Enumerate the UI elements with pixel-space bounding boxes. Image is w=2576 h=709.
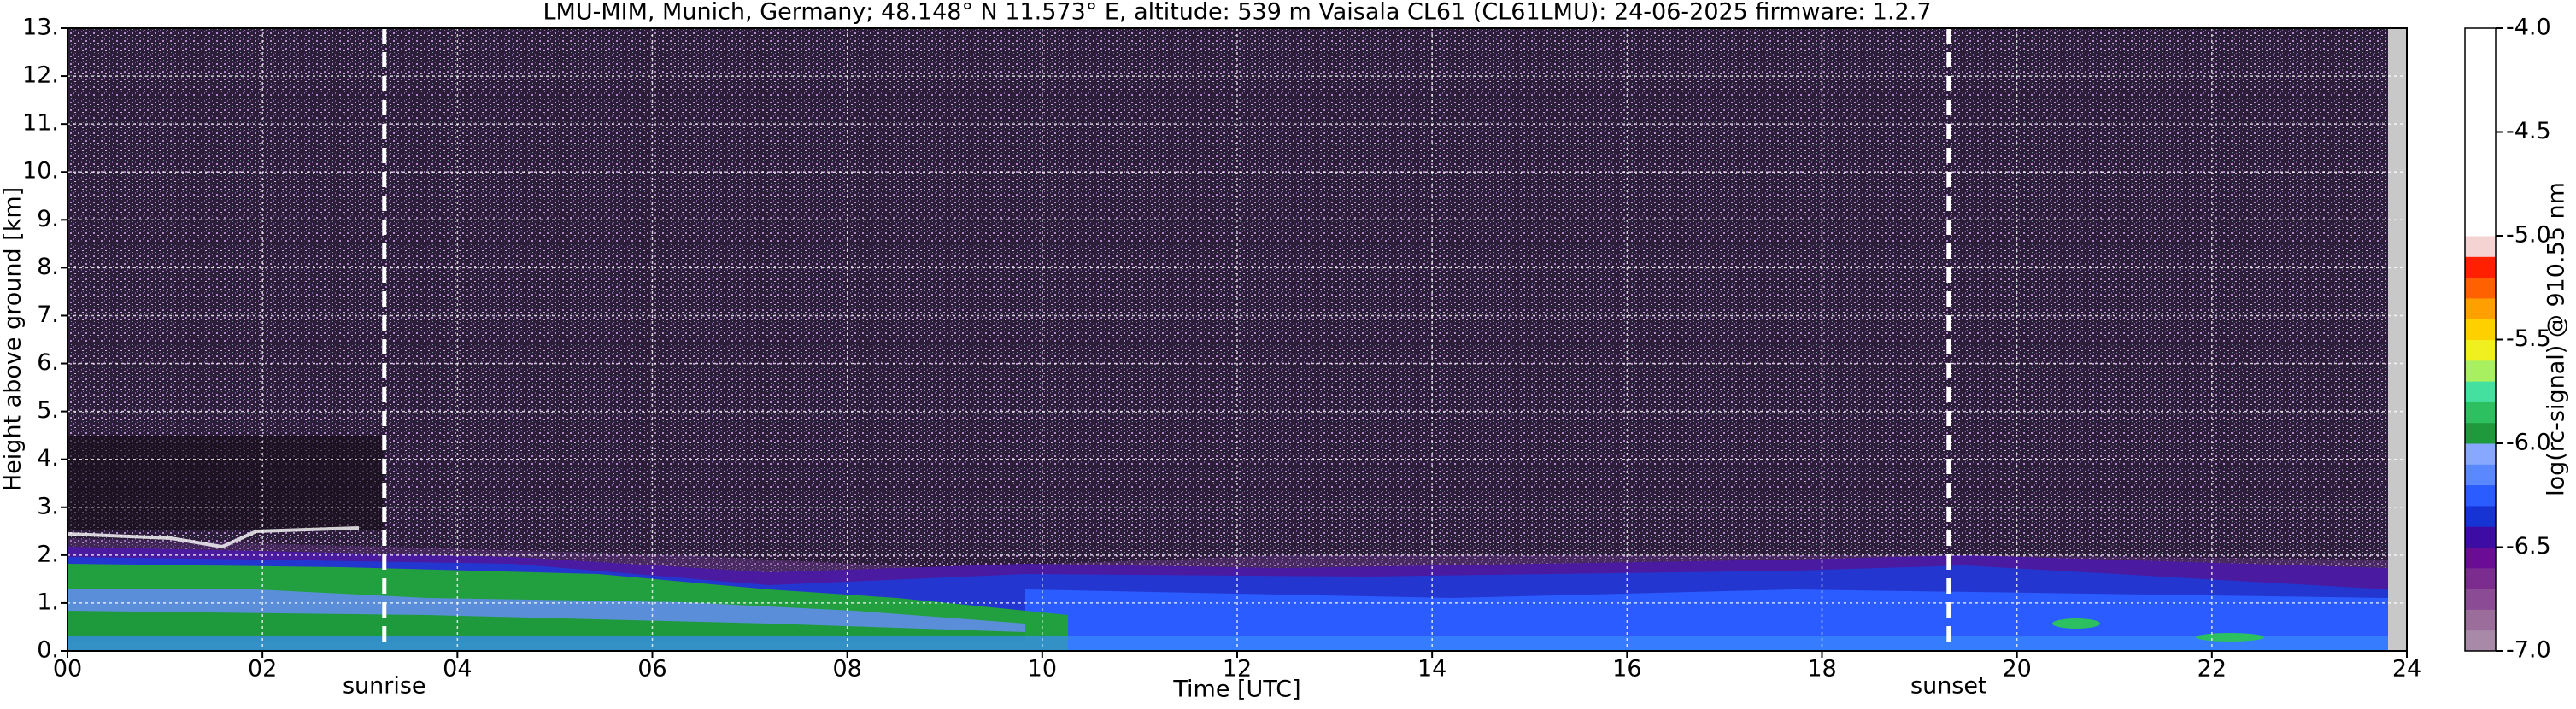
colorbar-swatch — [2465, 214, 2496, 237]
colorbar-label: log(rc-signal) @ 910.55 nm — [2544, 182, 2570, 496]
y-tick-label: 9. — [37, 206, 59, 232]
x-tick-label: 16 — [1612, 656, 1641, 683]
colorbar-swatch — [2465, 589, 2496, 610]
colorbar-swatch — [2465, 422, 2496, 444]
annotation-label: sunset — [1910, 673, 1987, 700]
x-tick-label: 24 — [2392, 656, 2421, 683]
annotations: sunrise sunset — [343, 28, 1987, 700]
y-tick-label: 0. — [37, 637, 59, 664]
y-tick-label: 3. — [37, 493, 59, 519]
y-tick-label: 2. — [37, 541, 59, 567]
colorbar-tick-label: -6.0 — [2506, 430, 2551, 456]
colorbar-swatch — [2465, 69, 2496, 91]
colorbar-tick-label: -4.0 — [2506, 15, 2551, 41]
colorbar-swatch — [2465, 360, 2496, 382]
colorbar-frame — [2464, 27, 2497, 652]
colorbar-swatch — [2465, 567, 2496, 589]
y-tick-label: 4. — [37, 445, 59, 472]
x-tick-label: 14 — [1417, 656, 1446, 683]
x-axis-label: Time [UTC] — [1172, 677, 1300, 703]
x-tick-label: 20 — [2002, 656, 2031, 683]
colorbar-swatch — [2465, 339, 2496, 361]
colorbar-swatch — [2465, 526, 2496, 548]
chart-title: LMU-MIM, Munich, Germany; 48.148° N 11.5… — [543, 0, 1931, 26]
colorbar-tick-label: -6.5 — [2506, 533, 2551, 560]
colorbar-tick-label: -7.0 — [2506, 637, 2551, 664]
colorbar-swatch — [2465, 152, 2496, 174]
y-tick-label: 7. — [37, 302, 59, 328]
y-tick-label: 5. — [37, 397, 59, 424]
colorbar-swatch — [2465, 173, 2496, 195]
axes: 00 02 04 06 08 10 12 14 16 18 20 22 24 0. 1. 2. 3. 4. 5. 6.… — [22, 15, 2421, 683]
colorbar-swatch — [2465, 505, 2496, 527]
x-tick-label: 02 — [248, 656, 277, 683]
colorbar-tick-label: -5.0 — [2506, 222, 2551, 249]
x-tick-label: 12 — [1223, 656, 1252, 683]
heatmap — [67, 28, 2407, 651]
y-axis-label: Height above ground [km] — [0, 187, 26, 491]
colorbar-swatch — [2465, 111, 2496, 132]
colorbar-swatch — [2465, 401, 2496, 424]
colorbar-swatch — [2465, 28, 2496, 50]
y-tick-label: 6. — [37, 349, 59, 376]
colorbar-swatch — [2465, 547, 2496, 569]
y-tick-label: 12. — [22, 62, 59, 89]
colorbar-swatch — [2465, 443, 2496, 465]
colorbar-swatch — [2465, 277, 2496, 299]
colorbar-swatch — [2465, 194, 2496, 216]
annotation-label: sunrise — [343, 673, 426, 700]
x-tick-label: 10 — [1028, 656, 1057, 683]
x-tick-label: 08 — [832, 656, 861, 683]
colorbar-swatch — [2465, 319, 2496, 340]
x-tick-label: 04 — [443, 656, 472, 683]
colorbar-swatch — [2465, 484, 2496, 507]
colorbar-swatch — [2465, 90, 2496, 112]
colorbar-swatch — [2465, 49, 2496, 71]
x-tick-label: 00 — [53, 656, 82, 683]
colorbar-tick-label: -4.5 — [2506, 118, 2551, 144]
x-tick-label: 06 — [637, 656, 666, 683]
colorbar-swatch — [2465, 297, 2496, 319]
colorbar-swatch — [2465, 609, 2496, 631]
colorbar: -7.0 -6.5 -6.0 -5.5 -5.0 -4.5 -4.0 — [2465, 15, 2551, 664]
y-tick-label: 8. — [37, 254, 59, 280]
y-tick-label: 10. — [22, 158, 59, 185]
colorbar-swatch — [2465, 381, 2496, 402]
colorbar-swatch — [2465, 630, 2496, 652]
y-tick-label: 11. — [22, 110, 59, 137]
colorbar-swatch — [2465, 256, 2496, 278]
colorbar-swatch — [2465, 236, 2496, 257]
colorbar-swatch — [2465, 132, 2496, 154]
x-tick-label: 22 — [2198, 656, 2227, 683]
colorbar-tick-label: -5.5 — [2506, 325, 2551, 352]
y-tick-label: 1. — [37, 589, 59, 615]
y-tick-label: 13. — [22, 15, 59, 41]
colorbar-swatch — [2465, 464, 2496, 486]
x-tick-label: 18 — [1807, 656, 1836, 683]
